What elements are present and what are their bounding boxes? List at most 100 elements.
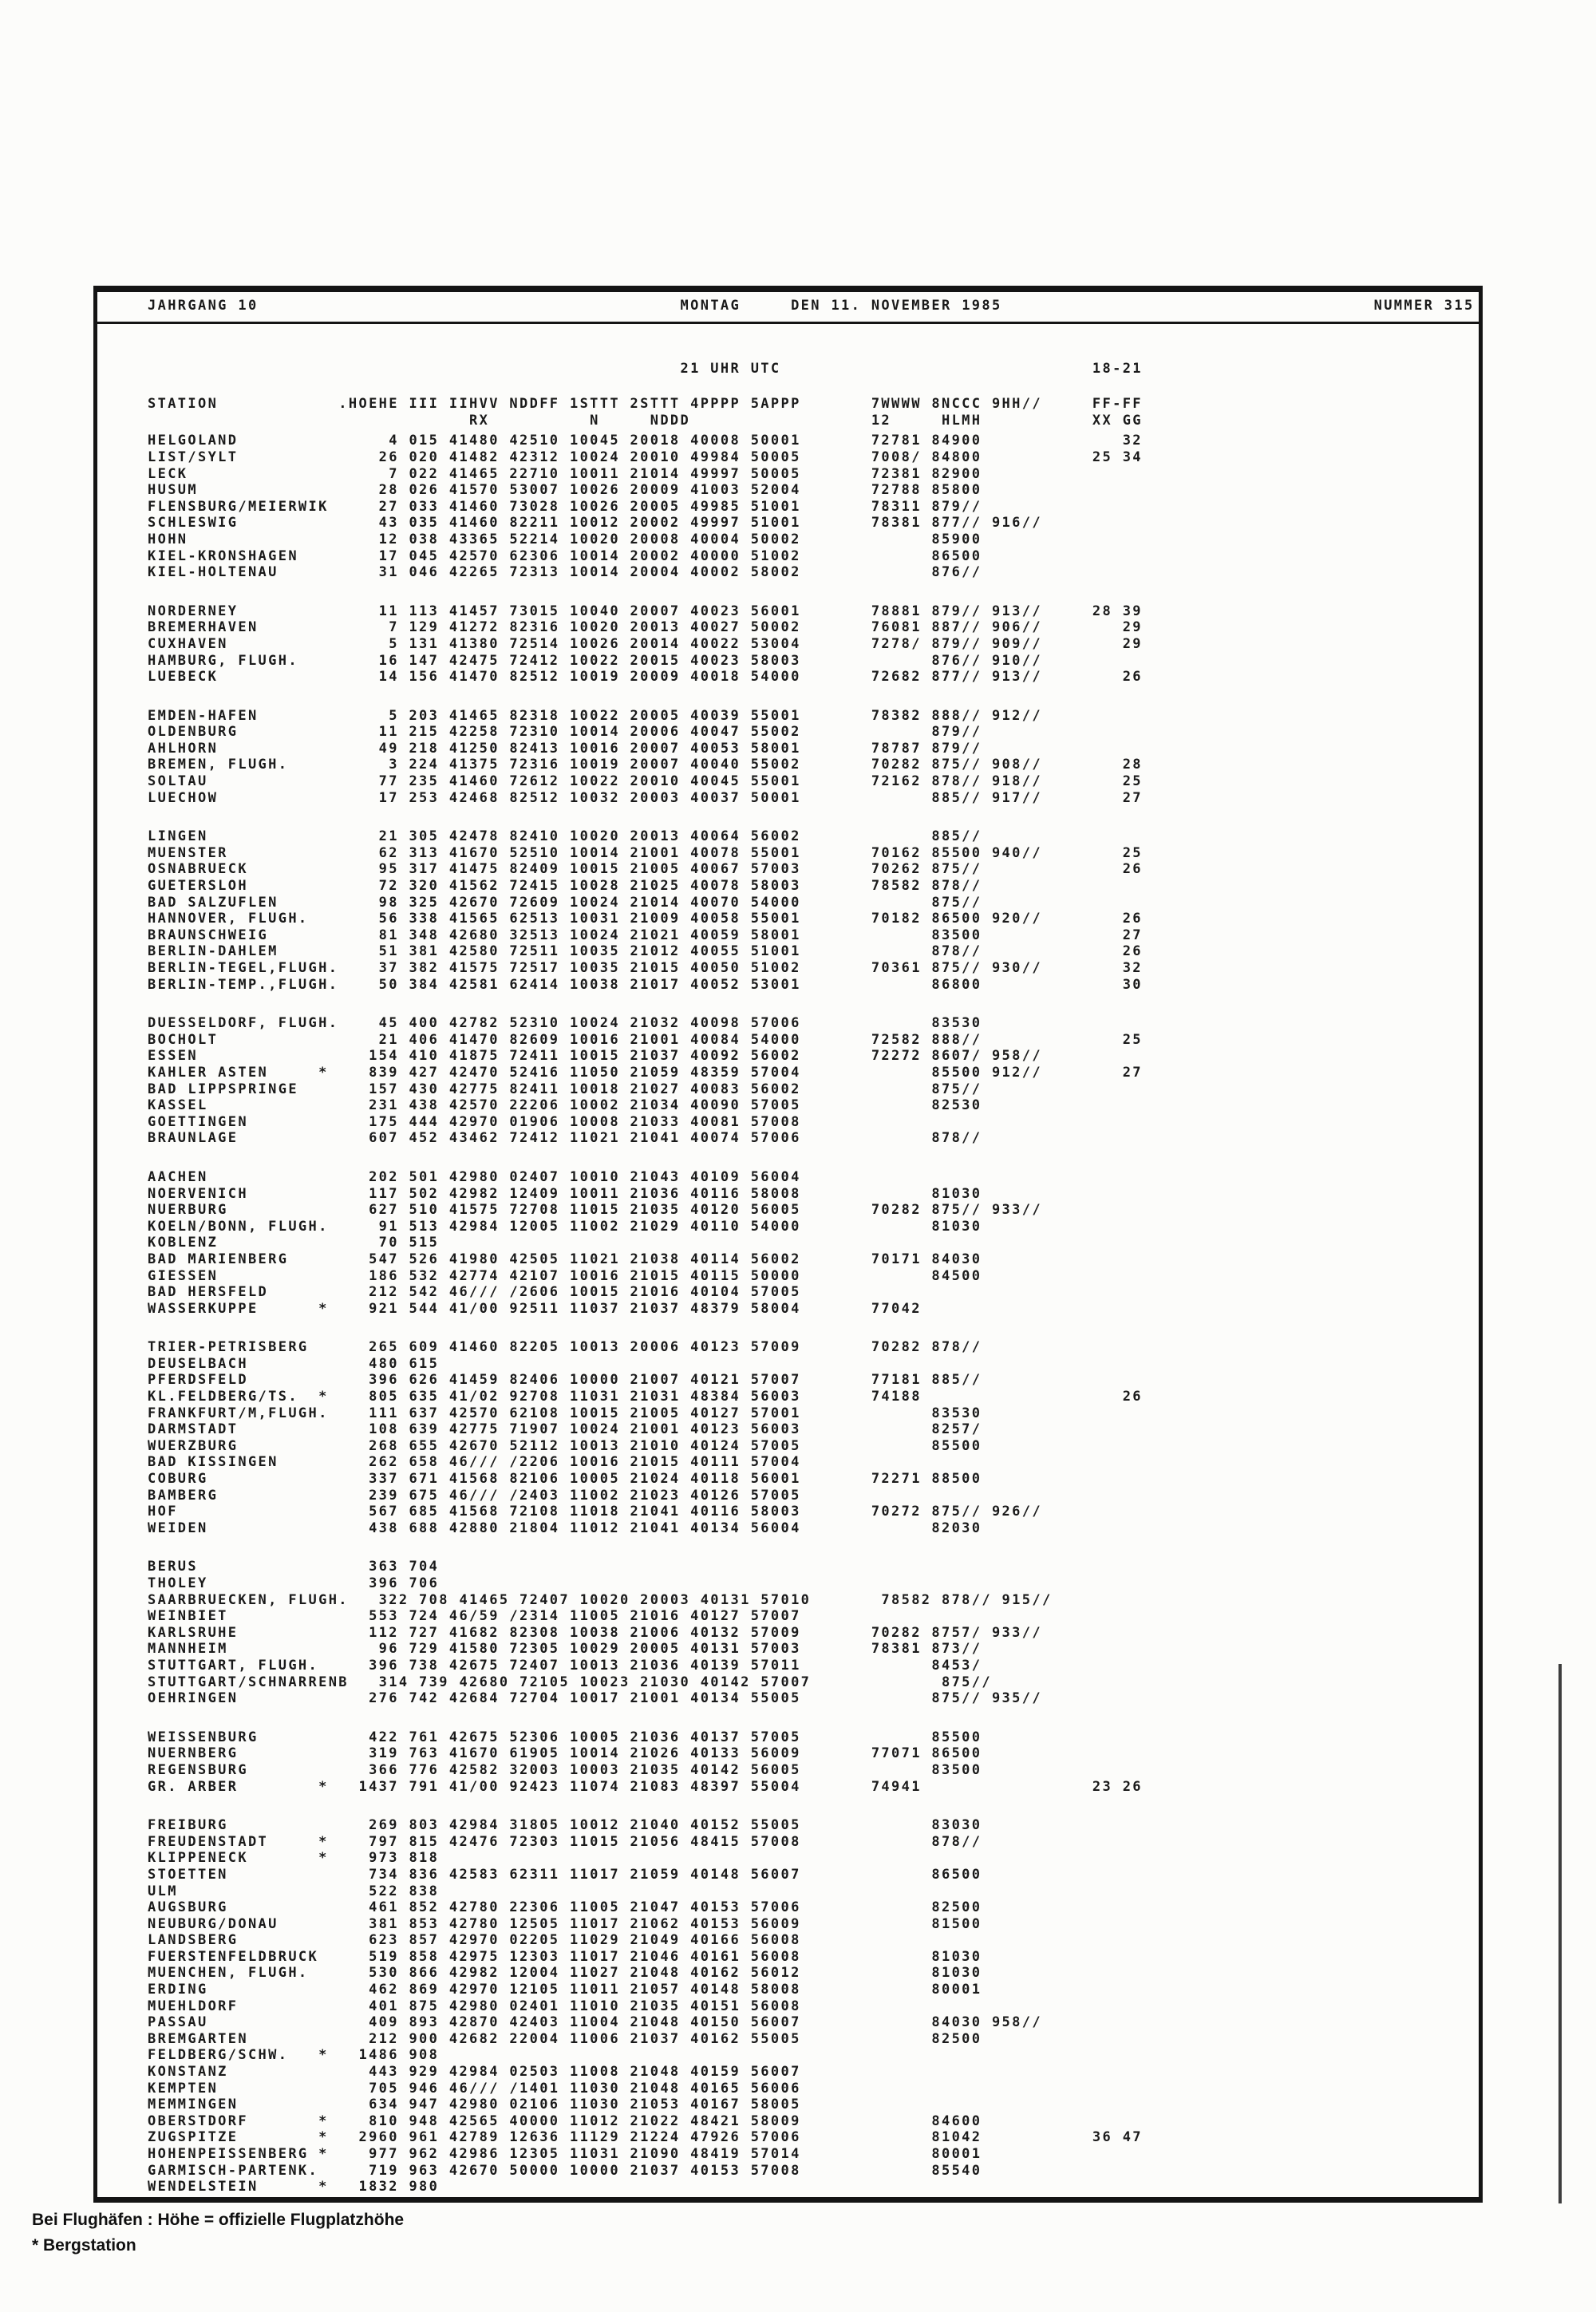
station-row: PASSAU 409 893 42870 42403 11004 21048 4… xyxy=(148,2014,1042,2031)
station-row: DUESSELDORF, FLUGH. 45 400 42782 52310 1… xyxy=(148,1015,982,1032)
station-block: BERUS 363 704 THOLEY 396 706 SAARBRUECKEN,… xyxy=(148,1559,1479,1706)
station-row: STOETTEN 734 836 42583 62311 11017 21059… xyxy=(148,1866,982,1883)
station-row: DEUSELBACH 480 615 xyxy=(148,1355,440,1372)
station-row: STUTTGART/SCHNARRENB 314 739 42680 72105… xyxy=(148,1674,992,1690)
station-row: KLIPPENECK * 973 818 xyxy=(148,1850,440,1867)
station-row: OEHRINGEN 276 742 42684 72704 10017 2100… xyxy=(148,1690,1042,1707)
station-row: BERLIN-TEGEL,FLUGH. 37 382 41575 72517 1… xyxy=(148,960,1143,976)
station-row: HELGOLAND 4 015 41480 42510 10045 20018 … xyxy=(148,433,1143,449)
station-row: WEISSENBURG 422 761 42675 52306 10005 21… xyxy=(148,1729,982,1745)
station-row: NORDERNEY 11 113 41457 73015 10040 20007… xyxy=(148,603,1143,619)
station-row: LIST/SYLT 26 020 41482 42312 10024 20010… xyxy=(148,449,1143,465)
station-row: CUXHAVEN 5 131 41380 72514 10026 20014 4… xyxy=(148,635,1143,652)
station-row: HAMBURG, FLUGH. 16 147 42475 72412 10022… xyxy=(148,652,1042,669)
station-row: BAD SALZUFLEN 98 325 42670 72609 10024 2… xyxy=(148,894,982,911)
station-row: HANNOVER, FLUGH. 56 338 41565 62513 1003… xyxy=(148,911,1143,927)
station-row: SOLTAU 77 235 41460 72612 10022 20010 40… xyxy=(148,773,1143,790)
footnote-airport-height: Bei Flughäfen : Höhe = offizielle Flugpl… xyxy=(32,2211,405,2229)
scan-artifact-line xyxy=(1558,1664,1562,2203)
station-row: GARMISCH-PARTENK. 719 963 42670 50000 10… xyxy=(148,2162,982,2179)
station-row: BREMEN, FLUGH. 3 224 41375 72316 10019 2… xyxy=(148,757,1143,773)
station-row: NOERVENICH 117 502 42982 12409 10011 210… xyxy=(148,1185,982,1202)
station-table: HELGOLAND 4 015 41480 42510 10045 20018 … xyxy=(148,433,1479,2195)
station-row: BREMERHAVEN 7 129 41272 82316 10020 2001… xyxy=(148,619,1143,636)
station-row: LINGEN 21 305 42478 82410 10020 20013 40… xyxy=(148,828,982,845)
station-row: FREIBURG 269 803 42984 31805 10012 21040… xyxy=(148,1817,982,1834)
station-row: BOCHOLT 21 406 41470 82609 10016 21001 4… xyxy=(148,1031,1143,1048)
footnote-mountain-station: * Bergstation xyxy=(32,2236,136,2255)
issue-date: DEN 11. NOVEMBER 1985 xyxy=(791,298,1374,314)
station-block: LINGEN 21 305 42478 82410 10020 20013 40… xyxy=(148,828,1479,993)
station-row: BERLIN-DAHLEM 51 381 42580 72511 10035 2… xyxy=(148,943,1143,960)
station-row: WASSERKUPPE * 921 544 41/00 92511 11037 … xyxy=(148,1300,922,1317)
station-row: OBERSTDORF * 810 948 42565 40000 11012 2… xyxy=(148,2112,982,2129)
station-row: GUETERSLOH 72 320 41562 72415 10028 2102… xyxy=(148,878,982,895)
station-row: MUEHLDORF 401 875 42980 02401 11010 2103… xyxy=(148,1998,801,2014)
station-row: BAD MARIENBERG 547 526 41980 42505 11021… xyxy=(148,1251,982,1267)
station-row: AUGSBURG 461 852 42780 22306 11005 21047… xyxy=(148,1899,982,1916)
station-row: BERUS 363 704 xyxy=(148,1559,440,1575)
station-row: KAHLER ASTEN * 839 427 42470 52416 11050… xyxy=(148,1064,1143,1081)
observation-period: 18-21 xyxy=(1092,360,1143,377)
station-row: HUSUM 28 026 41570 53007 10026 20009 410… xyxy=(148,482,982,499)
table-header: STATION .HOEHE III IIHVV NDDFF 1STTT 2ST… xyxy=(148,396,1143,429)
station-block: NORDERNEY 11 113 41457 73015 10040 20007… xyxy=(148,603,1479,686)
station-row: BAMBERG 239 675 46/// /2403 11002 21023 … xyxy=(148,1487,801,1504)
station-row: ULM 522 838 xyxy=(148,1883,440,1899)
station-row: COBURG 337 671 41568 82106 10005 21024 4… xyxy=(148,1471,982,1488)
station-row: BRAUNLAGE 607 452 43462 72412 11021 2104… xyxy=(148,1130,982,1147)
station-row: ESSEN 154 410 41875 72411 10015 21037 40… xyxy=(148,1048,1042,1065)
station-row: KOELN/BONN, FLUGH. 91 513 42984 12005 11… xyxy=(148,1218,982,1235)
station-row: FUERSTENFELDBRUCK 519 858 42975 12303 11… xyxy=(148,1948,982,1965)
station-row: SCHLESWIG 43 035 41460 82211 10012 20002… xyxy=(148,515,1042,532)
station-row: BRAUNSCHWEIG 81 348 42680 32513 10024 21… xyxy=(148,927,1143,943)
station-row: PFERDSFELD 396 626 41459 82406 10000 210… xyxy=(148,1372,982,1389)
station-row: GIESSEN 186 532 42774 42107 10016 21015 … xyxy=(148,1267,982,1284)
station-row: MEMMINGEN 634 947 42980 02106 11030 2105… xyxy=(148,2097,801,2113)
station-row: KASSEL 231 438 42570 22206 10002 21034 4… xyxy=(148,1097,982,1114)
station-row: NEUBURG/DONAU 381 853 42780 12505 11017 … xyxy=(148,1915,982,1932)
station-block: TRIER-PETRISBERG 265 609 41460 82205 100… xyxy=(148,1339,1479,1536)
station-row: ZUGSPITZE * 2960 961 42789 12636 11129 2… xyxy=(148,2129,1143,2146)
station-block: HELGOLAND 4 015 41480 42510 10045 20018 … xyxy=(148,433,1479,580)
station-row: WEINBIET 553 724 46/59 /2314 11005 21016… xyxy=(148,1608,801,1625)
station-row: LUEBECK 14 156 41470 82512 10019 20009 4… xyxy=(148,669,1143,686)
station-row: FLENSBURG/MEIERWIK 27 033 41460 73028 10… xyxy=(148,498,982,515)
station-row: THOLEY 396 706 xyxy=(148,1575,440,1591)
station-row: KIEL-HOLTENAU 31 046 42265 72313 10014 2… xyxy=(148,564,982,581)
footnotes: Bei Flughäfen : Höhe = offizielle Flugpl… xyxy=(32,2207,404,2259)
station-block: EMDEN-HAFEN 5 203 41465 82318 10022 2000… xyxy=(148,708,1479,807)
station-row: LANDSBERG 623 857 42970 02205 11029 2104… xyxy=(148,1932,801,1949)
station-row: WENDELSTEIN * 1832 980 xyxy=(148,2179,440,2195)
issue-number: NUMMER 315 xyxy=(1373,298,1475,314)
station-row: REGENSBURG 366 776 42582 32003 10003 210… xyxy=(148,1761,982,1778)
station-row: KEMPTEN 705 946 46/// /1401 11030 21048 … xyxy=(148,2080,801,2097)
station-row: DARMSTADT 108 639 42775 71907 10024 2100… xyxy=(148,1421,982,1438)
station-row: WEIDEN 438 688 42880 21804 11012 21041 4… xyxy=(148,1520,982,1536)
station-row: EMDEN-HAFEN 5 203 41465 82318 10022 2000… xyxy=(148,707,1042,724)
station-row: BERLIN-TEMP.,FLUGH. 50 384 42581 62414 1… xyxy=(148,976,1143,993)
observation-time: 21 UHR UTC xyxy=(148,360,1092,377)
masthead-line: JAHRGANG 10 MONTAG DEN 11. NOVEMBER 1985… xyxy=(97,292,1479,324)
station-block: WEISSENBURG 422 761 42675 52306 10005 21… xyxy=(148,1729,1479,1795)
station-row: BAD LIPPSPRINGE 157 430 42775 82411 1001… xyxy=(148,1081,982,1097)
station-row: FELDBERG/SCHW. * 1486 908 xyxy=(148,2047,440,2064)
station-row: BAD KISSINGEN 262 658 46/// /2206 10016 … xyxy=(148,1454,801,1471)
station-row: KOBLENZ 70 515 xyxy=(148,1235,440,1251)
station-row: MUENSTER 62 313 41670 52510 10014 21001 … xyxy=(148,844,1143,861)
document-frame: JAHRGANG 10 MONTAG DEN 11. NOVEMBER 1985… xyxy=(93,286,1483,2203)
station-block: AACHEN 202 501 42980 02407 10010 21043 4… xyxy=(148,1169,1479,1317)
station-row: KARLSRUHE 112 727 41682 82308 10038 2100… xyxy=(148,1624,1042,1641)
station-row: KIEL-KRONSHAGEN 17 045 42570 62306 10014… xyxy=(148,547,982,564)
station-row: HOHENPEISSENBERG * 977 962 42986 12305 1… xyxy=(148,2146,982,2162)
station-row: BAD HERSFELD 212 542 46/// /2606 10015 2… xyxy=(148,1284,801,1301)
station-row: LECK 7 022 41465 22710 10011 21014 49997… xyxy=(148,465,982,482)
station-row: NUERBURG 627 510 41575 72708 11015 21035… xyxy=(148,1202,1042,1219)
station-row: ERDING 462 869 42970 12105 11011 21057 4… xyxy=(148,1982,982,1998)
station-block: FREIBURG 269 803 42984 31805 10012 21040… xyxy=(148,1817,1479,2195)
station-row: KONSTANZ 443 929 42984 02503 11008 21048… xyxy=(148,2064,801,2081)
station-row: MANNHEIM 96 729 41580 72305 10029 20005 … xyxy=(148,1641,982,1658)
station-row: HOF 567 685 41568 72108 11018 21041 4011… xyxy=(148,1504,1042,1520)
station-row: MUENCHEN, FLUGH. 530 866 42982 12004 110… xyxy=(148,1965,982,1982)
